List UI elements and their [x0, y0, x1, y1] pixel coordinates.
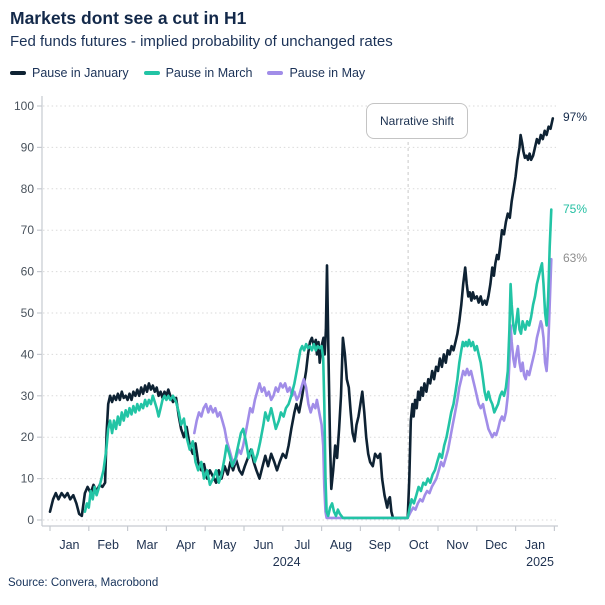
y-axis-label: 0	[27, 513, 34, 527]
y-axis-label: 80	[21, 182, 35, 196]
page-title: Markets dont see a cut in H1	[10, 8, 247, 28]
x-axis-label: Oct	[409, 538, 429, 552]
x-axis-label: Jul	[294, 538, 310, 552]
x-axis-label: Nov	[446, 538, 469, 552]
series-line-pause-in-january	[48, 117, 555, 520]
year-label: 2024	[273, 555, 301, 569]
y-axis-label: 40	[21, 347, 35, 361]
series-line-pause-in-march	[83, 208, 553, 520]
legend-label: Pause in March	[165, 66, 253, 80]
legend-item-pause-in-january: Pause in January	[10, 66, 129, 80]
y-axis-label: 60	[21, 265, 35, 279]
y-axis-label: 50	[21, 306, 35, 320]
x-axis-label: Aug	[330, 538, 352, 552]
end-label-pause-in-may: 63%	[563, 251, 588, 266]
y-axis-label: 10	[21, 472, 35, 486]
legend-marker-march-icon	[143, 71, 160, 75]
narrative-shift-annotation: Narrative shift	[366, 103, 468, 139]
x-axis-label: Jan	[59, 538, 79, 552]
x-axis-label: May	[213, 538, 237, 552]
y-axis-label: 30	[21, 389, 35, 403]
end-label-pause-in-january: 97%	[563, 110, 588, 125]
legend-item-pause-in-march: Pause in March	[143, 66, 253, 80]
legend-marker-january-icon	[10, 71, 26, 75]
x-axis-label: Apr	[176, 538, 195, 552]
end-label-pause-in-march: 75%	[563, 201, 588, 216]
legend-marker-may-icon	[267, 71, 284, 75]
legend: Pause in January Pause in March Pause in…	[10, 66, 365, 80]
legend-item-pause-in-may: Pause in May	[267, 66, 365, 80]
x-axis-label: Jan	[525, 538, 545, 552]
series-line-pause-in-may	[193, 257, 553, 520]
y-axis-label: 20	[21, 430, 35, 444]
x-axis-label: Sep	[369, 538, 391, 552]
y-axis-label: 100	[14, 99, 34, 113]
x-axis-label: Jun	[253, 538, 273, 552]
y-axis-label: 70	[21, 223, 35, 237]
chart-subtitle: Fed funds futures - implied probability …	[10, 33, 393, 50]
source-note: Source: Convera, Macrobond	[8, 577, 159, 589]
legend-label: Pause in May	[289, 66, 366, 80]
y-axis-label: 90	[21, 140, 35, 154]
x-axis-label: Dec	[485, 538, 507, 552]
x-axis-label: Feb	[97, 538, 119, 552]
legend-label: Pause in January	[32, 66, 129, 80]
x-axis-label: Mar	[136, 538, 158, 552]
year-label: 2025	[526, 555, 554, 569]
